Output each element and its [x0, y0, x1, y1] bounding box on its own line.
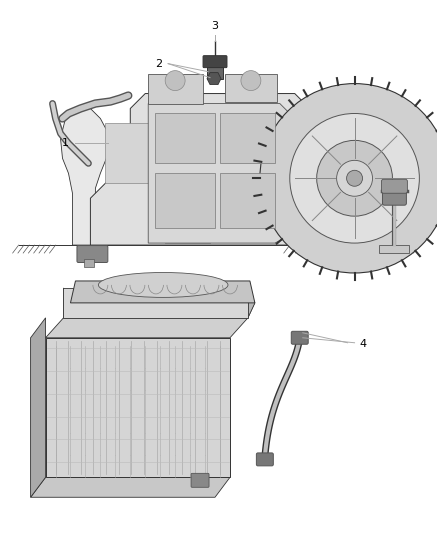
Polygon shape [248, 288, 255, 318]
Bar [155, 173, 215, 228]
Polygon shape [207, 72, 221, 85]
Polygon shape [46, 455, 230, 478]
Circle shape [165, 71, 185, 91]
FancyBboxPatch shape [256, 453, 273, 466]
Text: 3: 3 [212, 21, 219, 31]
FancyBboxPatch shape [381, 179, 407, 193]
Polygon shape [46, 411, 230, 433]
Bar [165, 118, 205, 163]
Polygon shape [60, 109, 108, 245]
Polygon shape [64, 288, 71, 318]
FancyBboxPatch shape [77, 246, 108, 263]
Polygon shape [46, 368, 230, 390]
Circle shape [346, 171, 363, 186]
Bar [165, 173, 210, 243]
Polygon shape [31, 478, 230, 497]
Polygon shape [64, 288, 248, 318]
Polygon shape [305, 218, 410, 261]
FancyBboxPatch shape [382, 189, 406, 205]
Text: 4: 4 [360, 339, 367, 349]
Circle shape [337, 160, 372, 196]
Text: 1: 1 [61, 139, 68, 148]
Polygon shape [64, 303, 255, 318]
Circle shape [241, 71, 261, 91]
Bar [215, 103, 265, 154]
Bar [155, 114, 215, 163]
Polygon shape [31, 318, 46, 497]
Circle shape [290, 114, 419, 243]
FancyBboxPatch shape [203, 55, 227, 68]
Polygon shape [46, 346, 230, 368]
Bar [220, 173, 275, 228]
Polygon shape [90, 94, 320, 245]
Bar [215, 163, 265, 228]
Polygon shape [46, 318, 248, 338]
Text: 2: 2 [155, 59, 162, 69]
Bar [379, 245, 410, 253]
FancyBboxPatch shape [291, 332, 308, 344]
Bar [220, 114, 275, 163]
Circle shape [317, 140, 392, 216]
FancyBboxPatch shape [191, 473, 209, 487]
Polygon shape [71, 281, 255, 303]
Bar [106, 124, 160, 183]
Polygon shape [46, 433, 230, 455]
Bar [148, 74, 203, 103]
Circle shape [260, 84, 438, 273]
Polygon shape [46, 390, 230, 411]
Bar [225, 74, 277, 101]
Ellipse shape [99, 272, 228, 297]
Bar [85, 259, 95, 267]
Polygon shape [46, 338, 230, 478]
Bar [207, 67, 223, 78]
Polygon shape [148, 103, 295, 243]
